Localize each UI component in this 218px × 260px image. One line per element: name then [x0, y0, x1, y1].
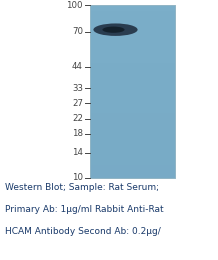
Bar — [90, 167, 175, 169]
Text: 10: 10 — [72, 173, 83, 183]
Bar — [90, 74, 175, 76]
Bar — [90, 5, 175, 178]
Ellipse shape — [93, 23, 138, 36]
Bar — [90, 161, 175, 163]
Bar — [90, 11, 175, 14]
Bar — [90, 70, 175, 72]
Text: 44: 44 — [72, 62, 83, 71]
Bar — [90, 48, 175, 50]
Bar — [90, 109, 175, 111]
Bar — [90, 85, 175, 87]
Bar — [90, 35, 175, 37]
Bar — [90, 115, 175, 118]
Bar — [90, 37, 175, 40]
Bar — [90, 163, 175, 165]
Bar — [90, 174, 175, 176]
Bar — [90, 27, 175, 29]
Bar — [90, 124, 175, 126]
Bar — [90, 29, 175, 31]
Bar — [90, 122, 175, 124]
Text: Western Blot; Sample: Rat Serum;: Western Blot; Sample: Rat Serum; — [5, 184, 159, 192]
Bar — [90, 89, 175, 92]
Bar — [90, 42, 175, 44]
Bar — [90, 59, 175, 61]
Bar — [90, 63, 175, 66]
Text: 100: 100 — [66, 1, 83, 10]
Bar — [90, 55, 175, 57]
Bar — [90, 113, 175, 115]
Bar — [90, 100, 175, 102]
Bar — [90, 154, 175, 156]
Bar — [90, 72, 175, 74]
Text: 27: 27 — [72, 99, 83, 108]
Bar — [90, 133, 175, 135]
Bar — [90, 137, 175, 139]
Bar — [90, 102, 175, 105]
Bar — [90, 152, 175, 154]
Bar — [90, 46, 175, 48]
Bar — [90, 126, 175, 128]
Text: 14: 14 — [72, 148, 83, 157]
Bar — [90, 68, 175, 70]
Bar — [90, 76, 175, 79]
Text: 18: 18 — [72, 129, 83, 138]
Bar — [90, 144, 175, 146]
Text: 33: 33 — [72, 84, 83, 93]
Text: 22: 22 — [72, 114, 83, 123]
Bar — [90, 31, 175, 33]
Bar — [90, 98, 175, 100]
Bar — [90, 118, 175, 120]
Bar — [90, 165, 175, 167]
Bar — [90, 9, 175, 11]
Bar — [90, 120, 175, 122]
Bar — [90, 44, 175, 46]
Bar — [90, 135, 175, 137]
Bar — [90, 66, 175, 68]
Bar — [90, 139, 175, 141]
Bar — [90, 92, 175, 94]
Bar — [90, 18, 175, 20]
Bar — [90, 87, 175, 89]
Bar — [90, 107, 175, 109]
Bar — [90, 94, 175, 96]
Bar — [90, 33, 175, 35]
Bar — [90, 79, 175, 81]
Bar — [90, 16, 175, 18]
Bar — [90, 61, 175, 63]
Bar — [90, 57, 175, 59]
Text: Primary Ab: 1μg/ml Rabbit Anti-Rat: Primary Ab: 1μg/ml Rabbit Anti-Rat — [5, 205, 164, 214]
Bar — [90, 128, 175, 131]
Bar — [90, 53, 175, 55]
Bar — [90, 159, 175, 161]
Bar — [90, 172, 175, 174]
Bar — [90, 22, 175, 24]
Bar — [90, 96, 175, 98]
Bar — [90, 50, 175, 53]
Bar — [90, 5, 175, 7]
Text: 70: 70 — [72, 27, 83, 36]
Bar — [90, 146, 175, 148]
Bar — [90, 176, 175, 178]
Bar — [90, 83, 175, 85]
Bar — [90, 111, 175, 113]
Bar — [90, 131, 175, 133]
Bar — [90, 81, 175, 83]
Bar — [90, 141, 175, 144]
Bar — [90, 40, 175, 42]
Bar — [90, 5, 175, 178]
Bar — [90, 7, 175, 9]
Bar — [90, 105, 175, 107]
Text: HCAM Antibody Second Ab: 0.2μg/: HCAM Antibody Second Ab: 0.2μg/ — [5, 228, 161, 237]
Bar — [90, 14, 175, 16]
Bar — [90, 156, 175, 159]
Bar — [90, 150, 175, 152]
Bar — [90, 148, 175, 150]
Bar — [90, 20, 175, 22]
Bar — [90, 169, 175, 172]
Ellipse shape — [102, 27, 124, 33]
Bar — [90, 24, 175, 27]
